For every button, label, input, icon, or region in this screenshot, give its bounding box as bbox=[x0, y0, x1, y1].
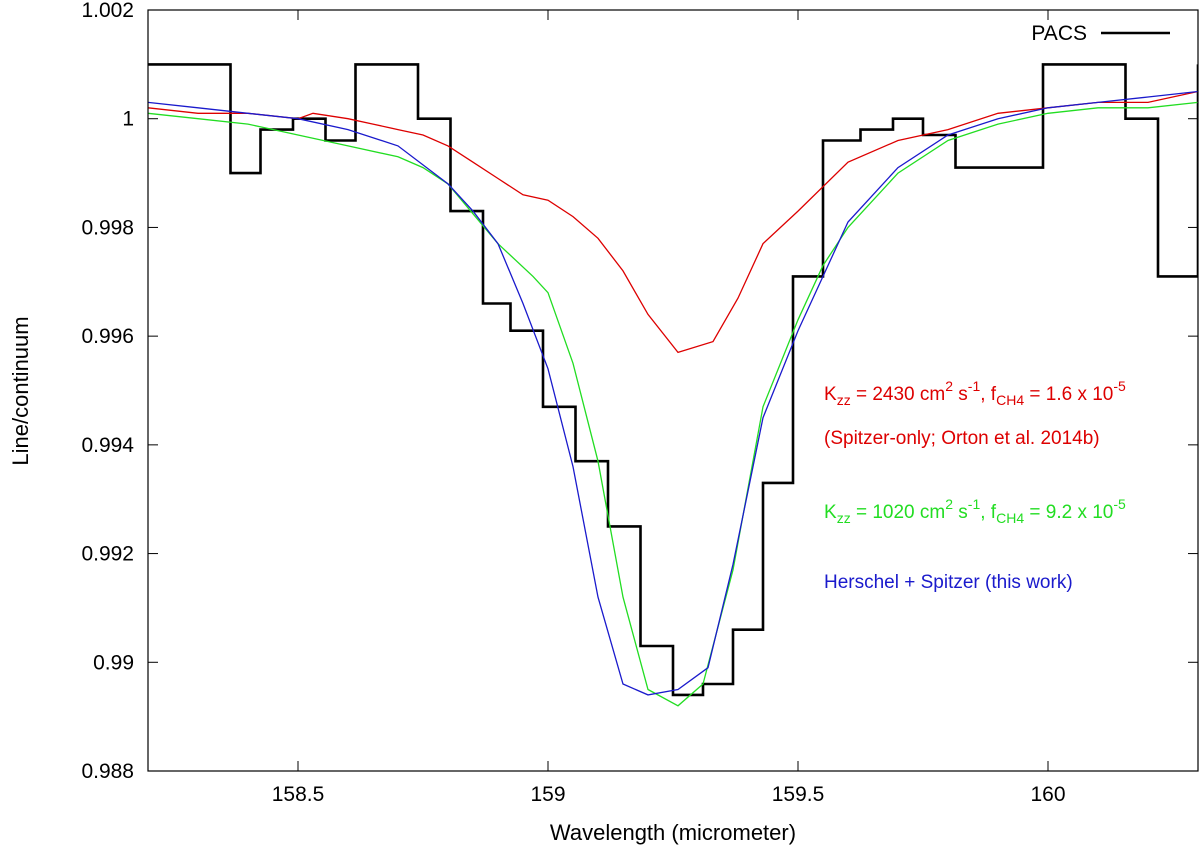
annotation-herschel-spitzer: Herschel + Spitzer (this work) bbox=[824, 572, 1073, 593]
x-tick-label: 159.5 bbox=[772, 783, 825, 806]
y-tick-label: 0.996 bbox=[81, 325, 134, 348]
x-tick-label: 160 bbox=[1030, 783, 1065, 806]
y-tick-label: 0.998 bbox=[81, 216, 134, 239]
y-tick-label: 0.988 bbox=[81, 760, 134, 783]
series-pacs bbox=[148, 63, 1198, 697]
y-axis-title: Line/continuum bbox=[8, 316, 33, 465]
legend-label-pacs: PACS bbox=[1031, 22, 1087, 45]
series-spitzer-only bbox=[148, 90, 1198, 354]
annotation-kzz1020-params: Kzz = 1020 cm2 s-1, fCH4 = 9.2 x 10-5 bbox=[824, 496, 1126, 526]
series-kzz1020 bbox=[148, 101, 1198, 707]
y-tick-label: 0.992 bbox=[81, 543, 134, 566]
y-tick-label: 1 bbox=[122, 108, 134, 131]
series-herschel-spitzer bbox=[148, 90, 1198, 696]
annotation-spitzer-reference: (Spitzer-only; Orton et al. 2014b) bbox=[824, 428, 1100, 449]
x-tick-label: 158.5 bbox=[272, 783, 325, 806]
y-tick-label: 1.002 bbox=[81, 0, 134, 22]
plot-frame bbox=[147, 9, 1199, 772]
y-tick-label: 0.994 bbox=[81, 434, 134, 457]
series-layer bbox=[148, 63, 1198, 707]
x-axis-title: Wavelength (micrometer) bbox=[550, 820, 796, 845]
y-tick-label: 0.99 bbox=[93, 651, 134, 674]
ticks-layer: 158.5 159 159.5 160 0.988 0.99 0.992 0.994 0.996… bbox=[81, 0, 1198, 806]
x-tick-label: 159 bbox=[530, 783, 565, 806]
legend: PACS bbox=[1031, 22, 1170, 45]
annotation-spitzer-params: Kzz = 2430 cm2 s-1, fCH4 = 1.6 x 10-5 bbox=[824, 378, 1126, 408]
